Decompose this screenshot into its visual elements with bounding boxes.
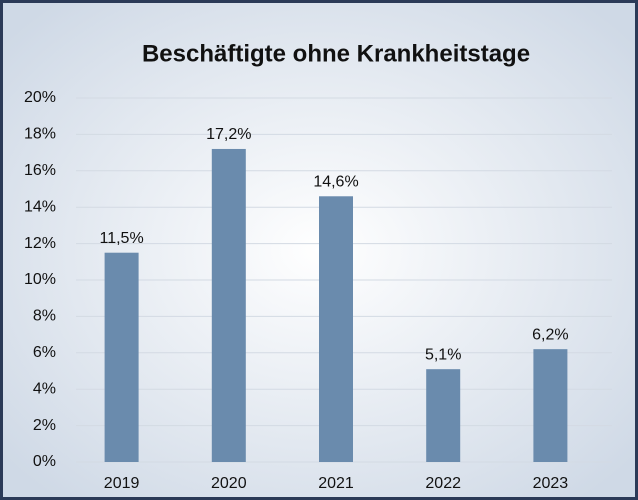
- y-tick-label: 20%: [24, 89, 56, 106]
- x-tick-label: 2023: [533, 475, 569, 492]
- y-tick-label: 12%: [24, 235, 56, 252]
- y-tick-label: 6%: [33, 344, 56, 361]
- y-tick-label: 18%: [24, 126, 56, 143]
- bar: [104, 252, 139, 462]
- x-tick-label: 2020: [211, 475, 247, 492]
- bar: [319, 196, 353, 462]
- x-tick-label: 2019: [104, 475, 140, 492]
- bar: [533, 349, 568, 462]
- bar: [211, 148, 246, 462]
- data-label: 5,1%: [425, 346, 461, 363]
- y-tick-label: 0%: [33, 453, 56, 470]
- bar: [426, 369, 461, 462]
- data-label: 17,2%: [206, 126, 251, 143]
- y-tick-label: 16%: [24, 162, 56, 179]
- y-tick-label: 10%: [24, 271, 56, 288]
- y-tick-label: 8%: [33, 308, 56, 325]
- y-tick-label: 2%: [33, 417, 56, 434]
- x-tick-label: 2022: [425, 475, 461, 492]
- chart-title: Beschäftigte ohne Krankheitstage: [142, 40, 530, 67]
- y-tick-label: 4%: [33, 380, 56, 397]
- x-tick-label: 2021: [318, 475, 354, 492]
- data-label: 11,5%: [100, 230, 144, 247]
- data-label: 14,6%: [313, 173, 358, 190]
- data-label: 6,2%: [532, 326, 568, 343]
- y-tick-label: 14%: [24, 198, 56, 215]
